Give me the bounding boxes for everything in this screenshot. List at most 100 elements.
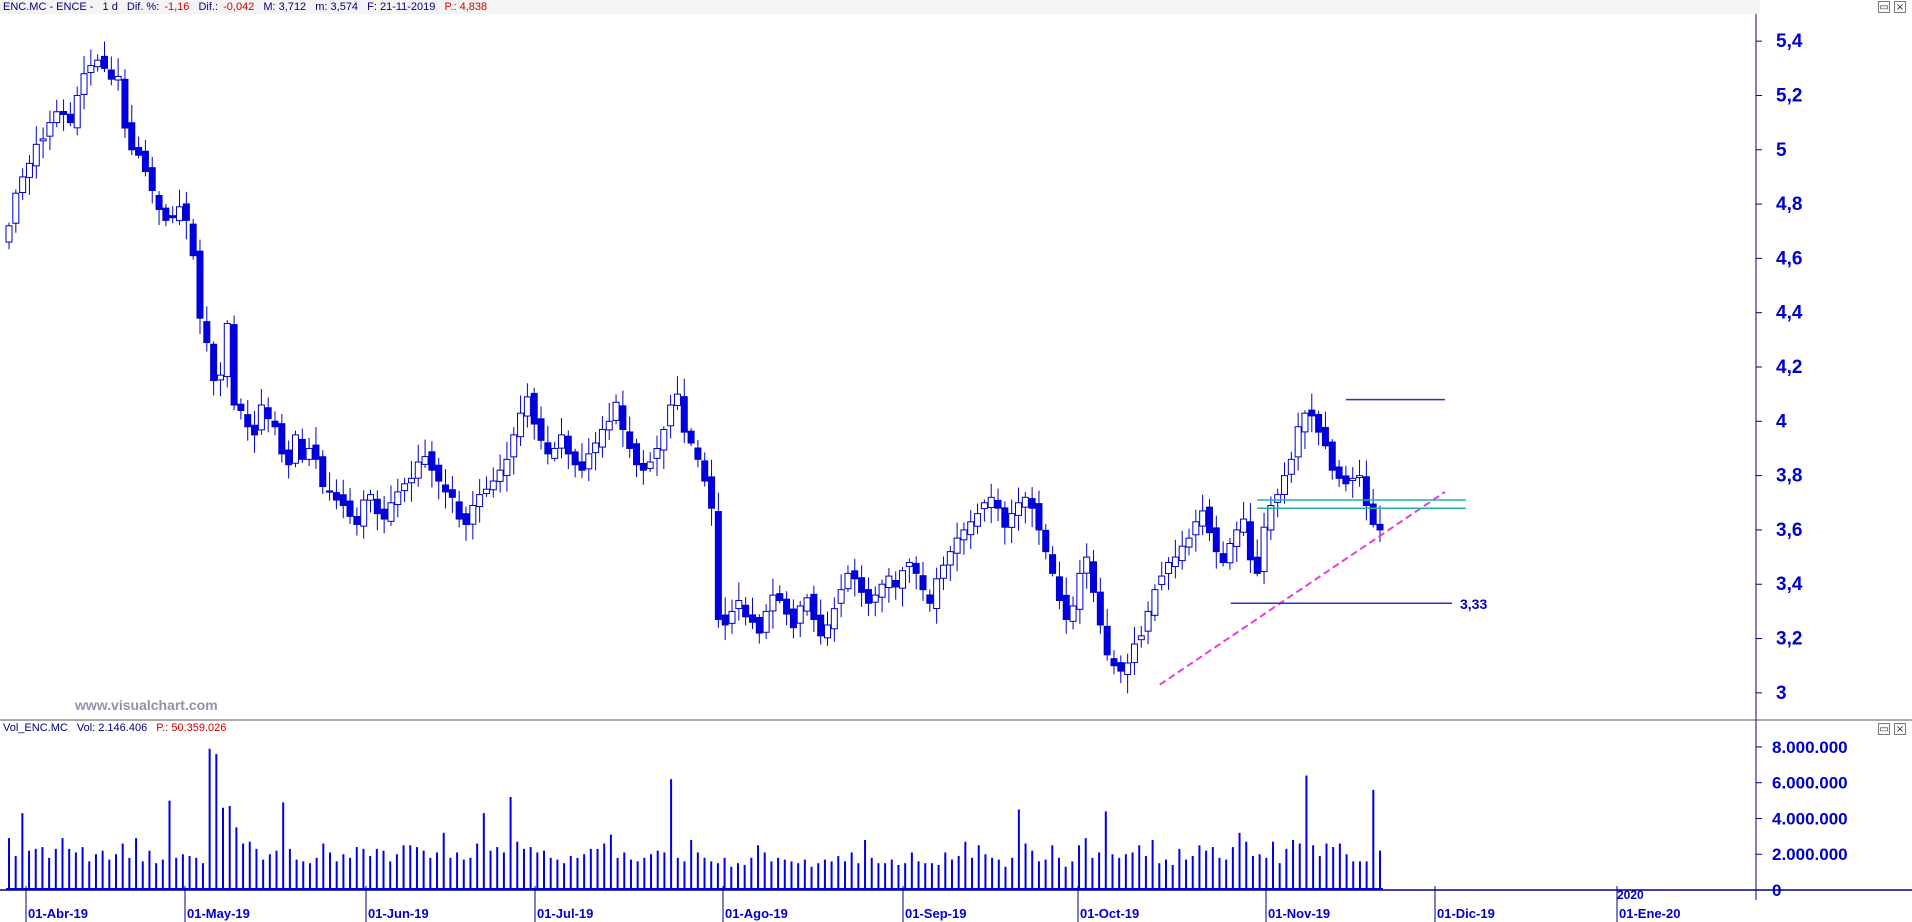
candle-body-up (933, 578, 941, 609)
year-marker-label: 2020 (1617, 888, 1644, 902)
candle-body-down (1376, 523, 1384, 531)
candle (46, 110, 54, 151)
candle (544, 425, 552, 465)
candle (994, 488, 1002, 522)
candle (899, 566, 907, 607)
candle (796, 600, 804, 638)
candle (1076, 559, 1084, 624)
candle (1028, 487, 1036, 528)
candle (73, 86, 81, 136)
candle (1199, 494, 1207, 536)
support-level-label: 3,33 (1460, 596, 1487, 612)
candle-body-down (994, 499, 1002, 509)
candle-body-down (687, 430, 695, 444)
candle-body-up (394, 491, 402, 505)
candle-body-up (1083, 556, 1091, 574)
candle-body-up (401, 483, 409, 492)
candle (230, 315, 238, 411)
candle (517, 395, 525, 446)
volume-minimize-button[interactable]: ▭ (1878, 723, 1890, 735)
candle-body-down (237, 403, 245, 411)
candle (1130, 626, 1138, 675)
candle (735, 582, 743, 621)
candle (39, 127, 47, 159)
candle (469, 491, 477, 540)
candle (203, 306, 211, 352)
price-panel-bg (0, 14, 1912, 720)
candle-body-up (762, 610, 770, 633)
candle (1178, 530, 1186, 570)
candle (728, 599, 736, 634)
candle-body-down (251, 424, 259, 436)
candle-body-down (1110, 658, 1118, 667)
candle-body-down (619, 405, 627, 430)
candle (223, 320, 231, 388)
candle (837, 574, 845, 618)
candle (646, 452, 654, 472)
candle (960, 522, 968, 555)
candles-layer (5, 41, 1384, 694)
candle-body-up (1199, 510, 1207, 527)
candle-body-up (673, 393, 681, 406)
candle-body-up (94, 59, 102, 68)
candle (946, 545, 954, 582)
price-axis-tick-label: 4,6 (1776, 248, 1802, 269)
candle-body-down (244, 414, 252, 428)
candle-body-up (216, 374, 224, 381)
price-label: P.: 4,838 (444, 1, 488, 13)
volume-close-button[interactable]: × (1894, 723, 1906, 735)
candle-body-up (1124, 662, 1132, 675)
candle-body-down (530, 392, 538, 425)
candle (319, 450, 327, 495)
date-axis-tick-label: 01-Ene-20 (1619, 906, 1680, 921)
dif-label: Dif.: (198, 1, 219, 13)
overlays-layer (1159, 398, 1466, 686)
close-button[interactable]: × (1894, 1, 1906, 13)
volume-axis-tick-label: 6.000.000 (1772, 774, 1848, 793)
candle-body-down (141, 150, 149, 172)
candle (1274, 488, 1282, 518)
candle (1137, 626, 1145, 648)
candle (121, 69, 129, 138)
candle (298, 428, 306, 463)
candle-body-up (1158, 575, 1166, 586)
candle (455, 490, 463, 528)
minimize-button[interactable]: ▭ (1878, 1, 1890, 13)
candle-body-down (128, 122, 136, 151)
candle-body-up (667, 404, 675, 427)
candle (592, 432, 600, 471)
candle (871, 586, 879, 617)
candle (1185, 528, 1193, 556)
candle-body-up (1356, 475, 1364, 479)
candle-body-down (721, 614, 729, 626)
candle (1240, 502, 1248, 537)
candle (919, 561, 927, 601)
candle (448, 475, 456, 513)
candle-body-down (353, 516, 361, 525)
candle (5, 222, 13, 250)
candle (762, 604, 770, 640)
candle (189, 218, 197, 260)
candle-body-up (735, 600, 743, 610)
candle (851, 558, 859, 597)
candle (1090, 550, 1098, 603)
candle-body-down (864, 589, 872, 604)
candle (817, 599, 825, 645)
candle-body-up (1281, 475, 1289, 496)
volume-axis-tick-label: 2.000.000 (1772, 845, 1848, 864)
candle-body-up (407, 477, 415, 484)
symbol-label: ENC.MC - ENCE - (3, 1, 94, 13)
watermark: www.visualchart.com (74, 697, 218, 713)
candle-body-down (448, 489, 456, 498)
candle-body-up (905, 562, 913, 567)
candle-body-down (926, 594, 934, 604)
candle-body-down (121, 78, 129, 129)
candle-body-up (19, 176, 27, 194)
candle (721, 597, 729, 641)
candle-body-down (701, 460, 709, 482)
candle (653, 435, 661, 477)
candle-body-down (810, 593, 818, 621)
candle (878, 579, 886, 613)
candle (633, 438, 641, 478)
